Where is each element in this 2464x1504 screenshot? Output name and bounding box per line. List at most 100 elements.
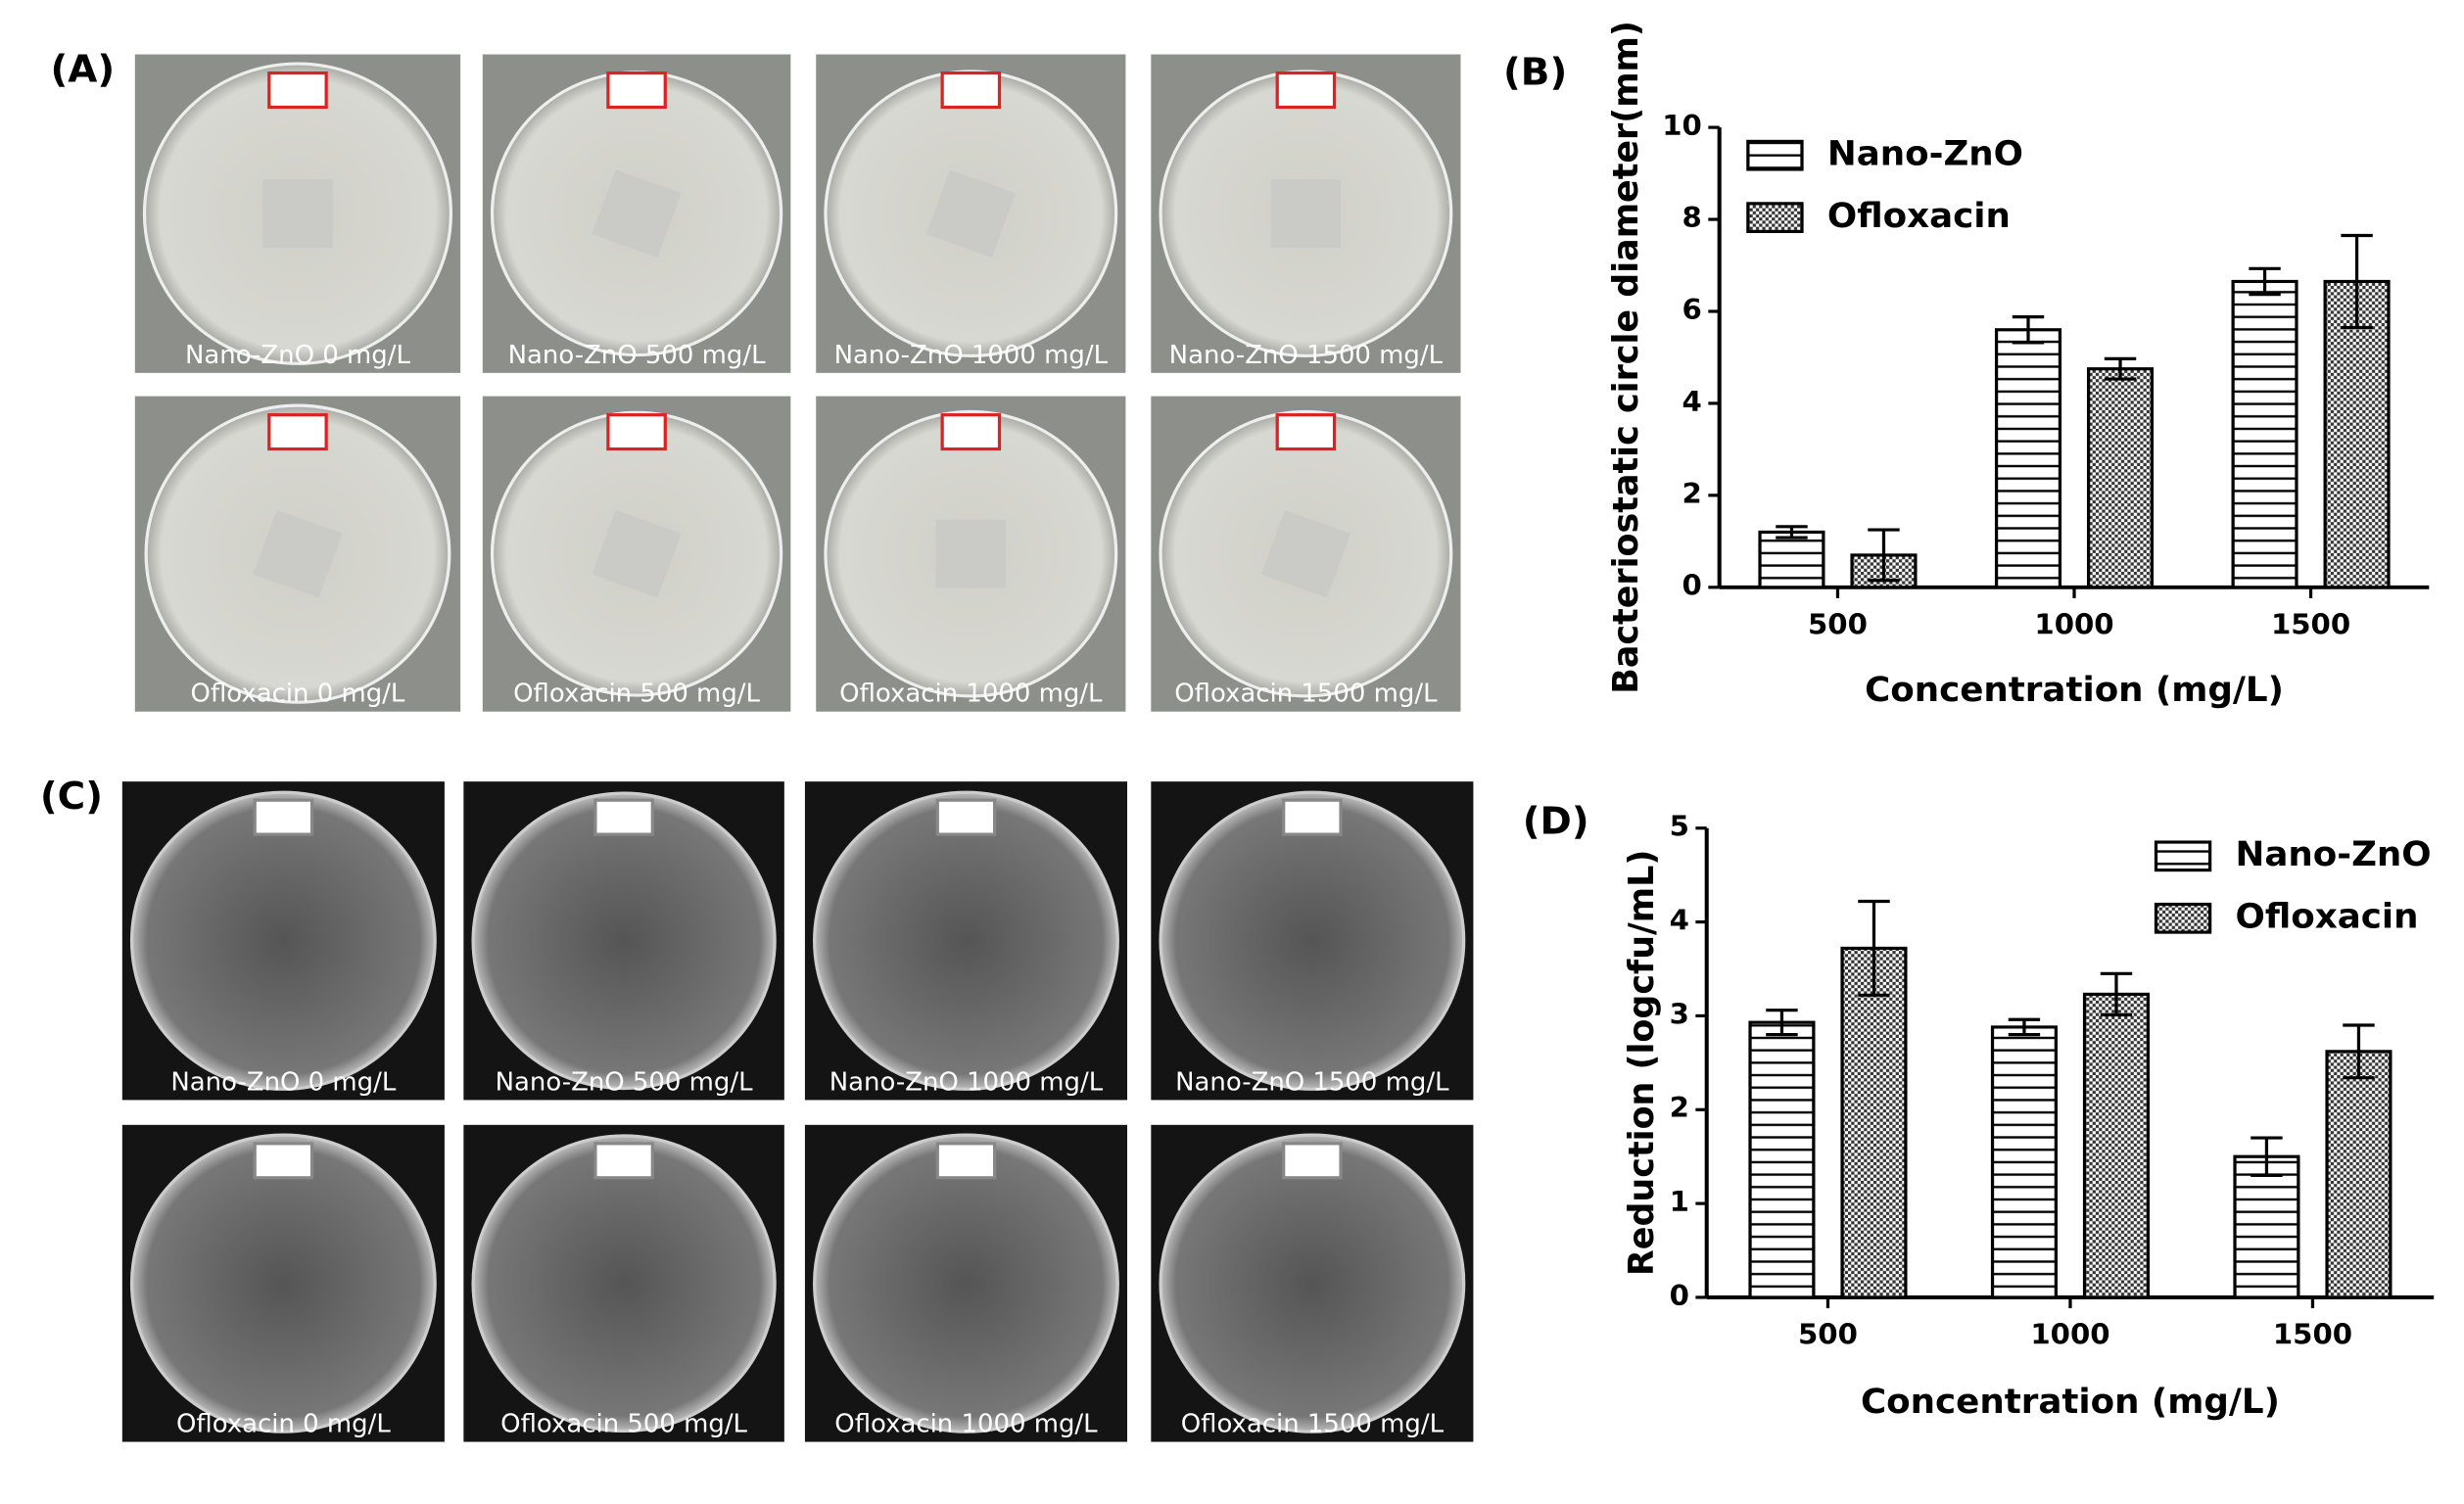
- bar: [1990, 1025, 2058, 1299]
- legend-swatch: [2154, 902, 2212, 934]
- plate-label: Nano-ZnO 1500 mg/L: [1175, 1068, 1449, 1098]
- error-bar: [2251, 1136, 2283, 1177]
- dish-label-sticker: [606, 70, 667, 110]
- y-tick-label: 0: [1670, 1279, 1689, 1312]
- sample-square: [592, 169, 682, 258]
- dish-label-sticker: [253, 1142, 314, 1180]
- dish-label-sticker: [935, 798, 997, 836]
- plate-label: Ofloxacin 500 mg/L: [500, 1410, 748, 1439]
- y-tick-label: 2: [1682, 477, 1702, 510]
- y-tick-label: 6: [1682, 293, 1702, 326]
- sample-square: [925, 169, 1017, 258]
- plate-label: Nano-ZnO 1000 mg/L: [829, 1068, 1104, 1098]
- petri-dish: [471, 1134, 777, 1434]
- legend-swatch: [2154, 840, 2212, 872]
- error-bar: [1766, 1009, 1798, 1037]
- dish-label-sticker: [940, 413, 1002, 451]
- error-bar: [2104, 356, 2137, 381]
- sample-square: [1260, 509, 1351, 598]
- dish-label-sticker: [1282, 1142, 1343, 1180]
- plate-label: Nano-ZnO 1000 mg/L: [834, 341, 1109, 370]
- dish-label-sticker: [940, 70, 1002, 110]
- bar: [2233, 1154, 2300, 1299]
- dish-label-sticker: [1275, 413, 1337, 451]
- dish-label-sticker: [935, 1142, 997, 1180]
- error-bar: [1776, 525, 1808, 540]
- legend-label: Ofloxacin: [2236, 897, 2419, 937]
- dish-label-sticker: [593, 798, 654, 836]
- dish-label-sticker: [253, 798, 314, 836]
- petri-dish: [813, 1133, 1119, 1434]
- plate-label: Nano-ZnO 0 mg/L: [185, 341, 411, 370]
- plate-label: Ofloxacin 0 mg/L: [176, 1410, 392, 1439]
- sample-square: [262, 179, 333, 249]
- sample-square: [253, 509, 343, 598]
- sample-square: [935, 519, 1006, 588]
- sample-square: [1270, 179, 1342, 249]
- bar: [2231, 279, 2298, 589]
- bar: [2325, 1050, 2393, 1299]
- legend-label: Nano-ZnO: [1827, 134, 2023, 174]
- plate-label: Ofloxacin 1500 mg/L: [1174, 680, 1438, 709]
- dish-label-sticker: [606, 413, 667, 451]
- plate-label: Nano-ZnO 0 mg/L: [170, 1068, 397, 1098]
- petri-dish: [129, 1133, 437, 1434]
- error-bar: [1868, 528, 1900, 583]
- panel-label: (B): [1503, 51, 1567, 95]
- x-tick-label: 500: [1798, 1318, 1858, 1351]
- y-tick-label: 5: [1670, 810, 1689, 843]
- y-tick-label: 1: [1670, 1185, 1689, 1218]
- sample-square: [592, 509, 682, 598]
- y-tick-label: 4: [1670, 904, 1689, 937]
- bar: [2086, 367, 2155, 589]
- error-bar: [2100, 971, 2133, 1017]
- error-bar: [2343, 1023, 2375, 1080]
- legend-label: Ofloxacin: [1827, 196, 2011, 236]
- petri-dish: [813, 790, 1119, 1091]
- y-tick-label: 8: [1682, 201, 1702, 234]
- error-bar: [2008, 1017, 2041, 1037]
- bar: [1748, 1020, 1816, 1299]
- plate-label: Nano-ZnO 1500 mg/L: [1169, 341, 1444, 370]
- x-axis-label: Concentration (mg/L): [1861, 1382, 2280, 1422]
- panel-label: (C): [40, 775, 103, 819]
- legend-swatch: [1746, 202, 1804, 234]
- plate-label: Ofloxacin 500 mg/L: [513, 680, 761, 709]
- plate-label: Ofloxacin 1500 mg/L: [1181, 1410, 1445, 1439]
- dish-label-sticker: [1282, 798, 1343, 836]
- petri-dish: [1159, 790, 1466, 1091]
- petri-dish: [471, 791, 777, 1091]
- x-axis-label: Concentration (mg/L): [1865, 670, 2284, 710]
- bar: [1840, 946, 1908, 1299]
- panel-label: (D): [1523, 800, 1589, 844]
- bar: [1994, 328, 2062, 589]
- x-tick-label: 1500: [2273, 1318, 2352, 1351]
- petri-dish: [1159, 1133, 1466, 1434]
- y-tick-label: 2: [1670, 1091, 1689, 1124]
- dish-label-sticker: [267, 70, 328, 110]
- petri-dish: [129, 790, 437, 1091]
- dish-label-sticker: [267, 413, 328, 451]
- dish-label-sticker: [1275, 70, 1337, 110]
- legend-swatch: [1746, 139, 1804, 171]
- bar: [2082, 992, 2151, 1299]
- plate-label: Ofloxacin 1000 mg/L: [834, 1410, 1098, 1439]
- error-bar: [2249, 266, 2281, 297]
- y-tick-label: 0: [1682, 569, 1702, 602]
- y-axis-label: Bacteriostatic circle diameter(mm): [1605, 21, 1645, 694]
- x-tick-label: 1500: [2271, 608, 2350, 641]
- plate-label: Ofloxacin 0 mg/L: [191, 680, 406, 709]
- bar: [1758, 530, 1825, 589]
- y-tick-label: 10: [1662, 109, 1702, 142]
- y-axis-label: Reduction (logcfu/mL): [1622, 850, 1662, 1276]
- error-bar: [2341, 233, 2373, 330]
- y-tick-label: 4: [1682, 385, 1702, 418]
- dish-label-sticker: [593, 1142, 654, 1180]
- x-tick-label: 1000: [2030, 1318, 2109, 1351]
- error-bar: [1858, 899, 1890, 997]
- plate-label: Nano-ZnO 500 mg/L: [496, 1068, 754, 1098]
- x-tick-label: 1000: [2034, 608, 2113, 641]
- legend-label: Nano-ZnO: [2236, 835, 2432, 875]
